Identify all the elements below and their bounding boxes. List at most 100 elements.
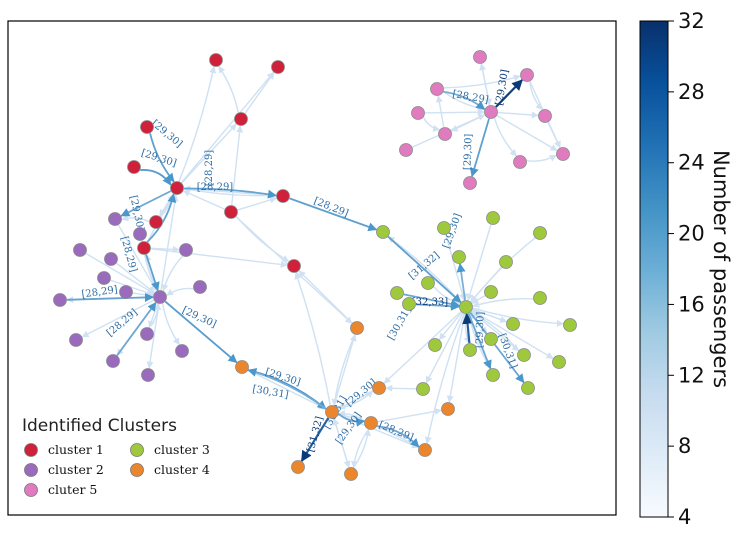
node-c2 — [141, 368, 155, 382]
node-c3 — [563, 318, 577, 332]
node-c3 — [416, 382, 430, 396]
edge-label: [29,30] — [462, 133, 474, 170]
edge-light — [110, 279, 155, 297]
edge-strong — [66, 292, 154, 302]
edge-light — [333, 334, 357, 406]
edge-label: [28,29] — [197, 182, 234, 193]
node-c1 — [276, 189, 290, 203]
edge-light — [438, 311, 463, 341]
node-c4 — [325, 405, 339, 419]
edge-light — [443, 74, 521, 89]
node-c2 — [69, 333, 83, 347]
edge-strong — [247, 368, 327, 410]
node-c2 — [133, 227, 147, 241]
edge-light — [385, 384, 417, 392]
node-c5 — [438, 127, 452, 141]
edge-light — [472, 307, 564, 327]
edge-light — [471, 309, 554, 360]
edge-light — [529, 81, 543, 111]
node-c4 — [441, 402, 455, 416]
edge-light — [450, 114, 485, 132]
node-c2 — [119, 285, 133, 299]
node-c2 — [53, 293, 67, 307]
edge-strong — [469, 118, 490, 178]
edge-light — [161, 303, 180, 346]
edge-light — [247, 369, 327, 410]
colorbar-tick-label: 24 — [678, 151, 705, 175]
colorbar-tick-label: 20 — [678, 222, 705, 246]
edge-label: [29,30] — [474, 311, 486, 348]
edges-strong-layer — [66, 79, 525, 462]
legend-marker-cluster-4 — [130, 463, 144, 477]
node-c3 — [459, 300, 473, 314]
node-c3 — [552, 355, 566, 369]
edge-strong — [116, 301, 157, 356]
node-c3 — [463, 343, 477, 357]
node-c1 — [209, 53, 223, 67]
edge-light — [422, 116, 441, 132]
edge-light — [180, 71, 275, 184]
node-c1 — [137, 241, 151, 255]
colorbar-label: Number of passengers — [709, 150, 733, 388]
edge-light — [166, 287, 194, 296]
edge-light — [178, 66, 217, 182]
colorbar-tick-label: 8 — [678, 434, 691, 458]
colorbar-tick-label: 12 — [678, 363, 705, 387]
node-c4 — [291, 460, 305, 474]
edge-light — [116, 262, 156, 294]
edge-light — [244, 72, 275, 114]
edge-light — [294, 272, 331, 406]
node-c2 — [108, 212, 122, 226]
edge-strong — [377, 425, 420, 448]
node-c3 — [521, 381, 535, 395]
node-c3 — [486, 368, 500, 382]
edge-strong — [289, 197, 378, 232]
legend-label-cluster-1: cluster 1 — [48, 442, 104, 457]
node-c3 — [421, 276, 435, 290]
node-c4 — [350, 321, 364, 335]
edge-light — [424, 108, 485, 116]
node-c3 — [486, 211, 500, 225]
edge-light — [121, 214, 150, 223]
node-c5 — [484, 105, 498, 119]
node-c4 — [364, 416, 378, 430]
edge-light — [81, 299, 155, 338]
node-c3 — [506, 317, 520, 331]
node-c4 — [372, 381, 386, 395]
edge-strong — [443, 90, 486, 110]
node-c3 — [484, 285, 498, 299]
edge-light — [496, 114, 558, 152]
node-c2 — [106, 354, 120, 368]
edge-light — [466, 224, 492, 301]
edge-light — [148, 302, 162, 328]
edge-light — [470, 310, 520, 352]
legend: Identified Clusters cluster 1 cluster 2 … — [22, 416, 210, 497]
node-c2 — [97, 271, 111, 285]
node-c3 — [484, 332, 498, 346]
node-c2 — [179, 243, 193, 257]
edge-light — [337, 390, 374, 410]
edge-light — [526, 154, 557, 162]
node-c5 — [399, 143, 413, 157]
edge-strong — [338, 413, 366, 427]
node-c1 — [234, 112, 248, 126]
legend-label-cluster-5: cluter 5 — [48, 482, 97, 497]
edge-light — [146, 303, 160, 369]
edge-strong — [456, 263, 466, 301]
node-c5 — [556, 147, 570, 161]
edge-light — [377, 407, 442, 423]
node-c3 — [390, 286, 404, 300]
edge-light — [237, 196, 277, 211]
edge-light — [150, 245, 180, 253]
edge-light — [425, 312, 464, 384]
edge-label: [32,33] — [412, 297, 449, 308]
node-c3 — [517, 348, 531, 362]
node-c2 — [193, 280, 207, 294]
legend-marker-cluster-2 — [24, 463, 38, 477]
legend-marker-cluster-1 — [24, 443, 38, 457]
edge-light — [183, 187, 277, 200]
edge-strong — [300, 417, 330, 462]
node-c5 — [513, 155, 527, 169]
node-c5 — [520, 68, 534, 82]
